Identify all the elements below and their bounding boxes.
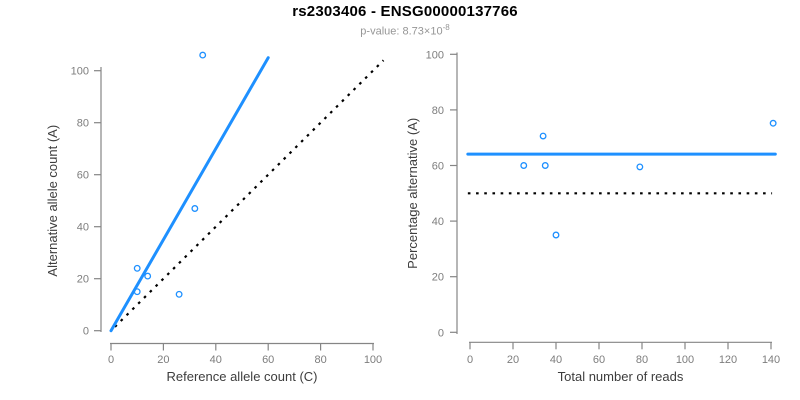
x-tick-label: 40 [210,354,222,366]
y-tick-label: 80 [77,118,89,130]
x-tick-label: 140 [762,354,780,366]
p-value-text: p-value: 8.73×10 [360,25,443,38]
plot-panel-left: 0 20 40 60 80 100 0 20 40 60 80 100 Reference allele… [45,51,385,384]
data-point [191,205,199,212]
data-point [769,119,777,127]
p-value-exponent: -8 [442,23,450,32]
fit-line [109,56,270,333]
y-tick-label: 60 [432,161,444,173]
y-tick-label: 80 [432,105,444,117]
x-tick-label: 80 [314,354,326,366]
data-point [144,272,152,280]
x-tick-label: 0 [467,354,473,366]
data-point [636,163,644,171]
x-axis-title: Total number of reads [558,369,684,384]
y-tick-label: 0 [438,327,444,339]
x-axis-title: Reference allele count (C) [166,369,317,384]
data-point [133,264,141,272]
y-tick-label: 100 [426,49,444,61]
data-point [520,162,528,169]
y-tick-label: 100 [71,66,89,78]
y-tick-label: 0 [83,326,89,338]
x-tick-label: 20 [157,354,169,366]
data-point [175,290,183,298]
x-tick-label: 20 [507,354,519,366]
x-tick-label: 60 [593,354,605,366]
y-tick-label: 60 [77,170,89,182]
y-tick-label: 20 [432,272,444,284]
x-tick-label: 100 [676,354,694,366]
x-tick-label: 80 [636,354,648,366]
y-tick-label: 40 [77,222,89,234]
data-point [539,132,547,140]
x-tick-label: 100 [364,354,382,366]
plot-subtitle: p-value: 8.73×10-8 [10,23,800,38]
data-point [199,51,207,59]
reference-line [114,59,385,328]
plot-header: rs2303406 - ENSG00000137766 p-value: 8.7… [10,0,800,38]
x-tick-label: 0 [108,354,114,366]
y-tick-label: 40 [432,216,444,228]
data-point [133,288,141,296]
data-point [541,162,549,169]
y-axis-title: Percentage alternative (A) [405,118,420,269]
x-tick-label: 40 [550,354,562,366]
x-tick-label: 120 [719,354,737,366]
data-point [552,231,560,239]
x-tick-label: 60 [262,354,274,366]
y-axis-title: Alternative allele count (A) [45,125,60,277]
y-tick-label: 20 [77,274,89,286]
plot-panel-right: 0 20 40 60 80 100 0 20 40 60 80 100 120 140 Total numb… [405,49,780,384]
plot-title: rs2303406 - ENSG00000137766 [292,3,518,20]
